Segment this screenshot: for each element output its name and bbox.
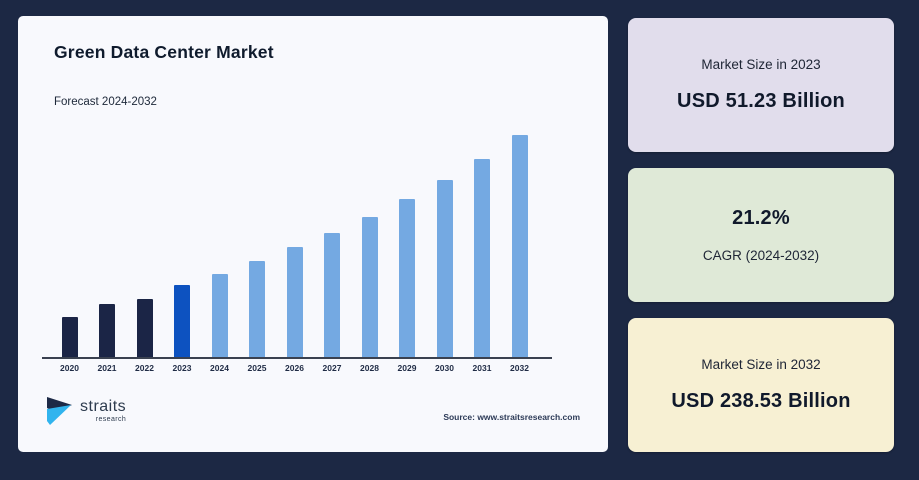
bar-2031	[474, 159, 490, 357]
bar-slot-2029	[389, 136, 426, 357]
x-tick-label-2025: 2025	[247, 363, 267, 373]
x-tick-label-2024: 2024	[210, 363, 229, 373]
x-tick-label-2027: 2027	[322, 363, 342, 373]
chart-title: Green Data Center Market	[54, 42, 274, 62]
bar-2025	[249, 261, 265, 357]
stat-card-label: Market Size in 2023	[701, 57, 821, 72]
stat-card-value: USD 51.23 Billion	[677, 90, 845, 112]
logo-name: straits	[80, 398, 127, 415]
stat-card-value: 21.2%	[732, 207, 790, 229]
bar-2022	[136, 299, 153, 357]
x-tick-label-2021: 2021	[97, 363, 117, 373]
source-note: Source: www.straitsresearch.com	[443, 412, 580, 422]
bar-slot-2020	[51, 136, 88, 357]
bar-slot-2026	[276, 136, 313, 357]
bar-2026	[286, 247, 303, 357]
stat-card-label: Market Size in 2032	[701, 357, 821, 372]
bar-2029	[399, 199, 415, 357]
bar-2020	[61, 317, 78, 357]
x-axis-line	[42, 357, 552, 359]
stat-card-label: CAGR (2024-2032)	[702, 248, 820, 263]
x-tick-label-2026: 2026	[285, 363, 304, 373]
bar-slot-2032	[501, 135, 538, 357]
straits-research-logo: straits research	[44, 394, 126, 428]
stat-card-cagr: 21.2% CAGR (2024-2032)	[628, 168, 894, 302]
stat-card-value: USD 238.53 Billion	[671, 390, 851, 412]
bar-slot-2025	[239, 136, 276, 357]
x-tick-label-2031: 2031	[472, 363, 492, 373]
x-tick-label-2023: 2023	[172, 363, 192, 373]
bar-slot-2028	[351, 136, 388, 357]
x-tick-label-2032: 2032	[510, 363, 529, 373]
plot-area	[51, 135, 538, 357]
bar-2030	[436, 180, 453, 357]
bar-slot-2030	[426, 136, 463, 357]
bar-2032	[511, 135, 528, 357]
stat-card-market-size-2023: Market Size in 2023 USD 51.23 Billion	[628, 18, 894, 152]
x-axis-labels: 2020 2021 2022 2023 2024 2025 2026 2027 2028 2029…	[51, 363, 538, 373]
bar-slot-2027	[314, 136, 351, 357]
stat-cards-column: Market Size in 2023 USD 51.23 Billion 21…	[628, 18, 894, 452]
chart-subtitle: Forecast 2024-2032	[54, 96, 157, 108]
bar-slot-2023	[164, 136, 201, 357]
bar-2027	[324, 233, 340, 357]
bar-slot-2021	[89, 136, 126, 357]
bar-2024	[211, 274, 228, 357]
bar-slot-2031	[464, 136, 501, 357]
logo-subtitle: research	[95, 416, 127, 423]
logo-mark-icon	[47, 397, 72, 425]
stat-card-market-size-2032: Market Size in 2032 USD 238.53 Billion	[628, 318, 894, 452]
x-tick-label-2029: 2029	[397, 363, 417, 373]
bar-slot-2022	[126, 136, 163, 357]
bar-2023	[174, 285, 190, 357]
bar-2028	[361, 217, 378, 357]
bar-2021	[99, 304, 115, 357]
x-tick-label-2030: 2030	[435, 363, 454, 373]
bar-slot-2024	[201, 136, 238, 357]
x-tick-label-2020: 2020	[60, 363, 79, 373]
chart-panel: Green Data Center Market Forecast 2024-2…	[18, 16, 608, 452]
x-tick-label-2022: 2022	[135, 363, 154, 373]
x-tick-label-2028: 2028	[360, 363, 379, 373]
